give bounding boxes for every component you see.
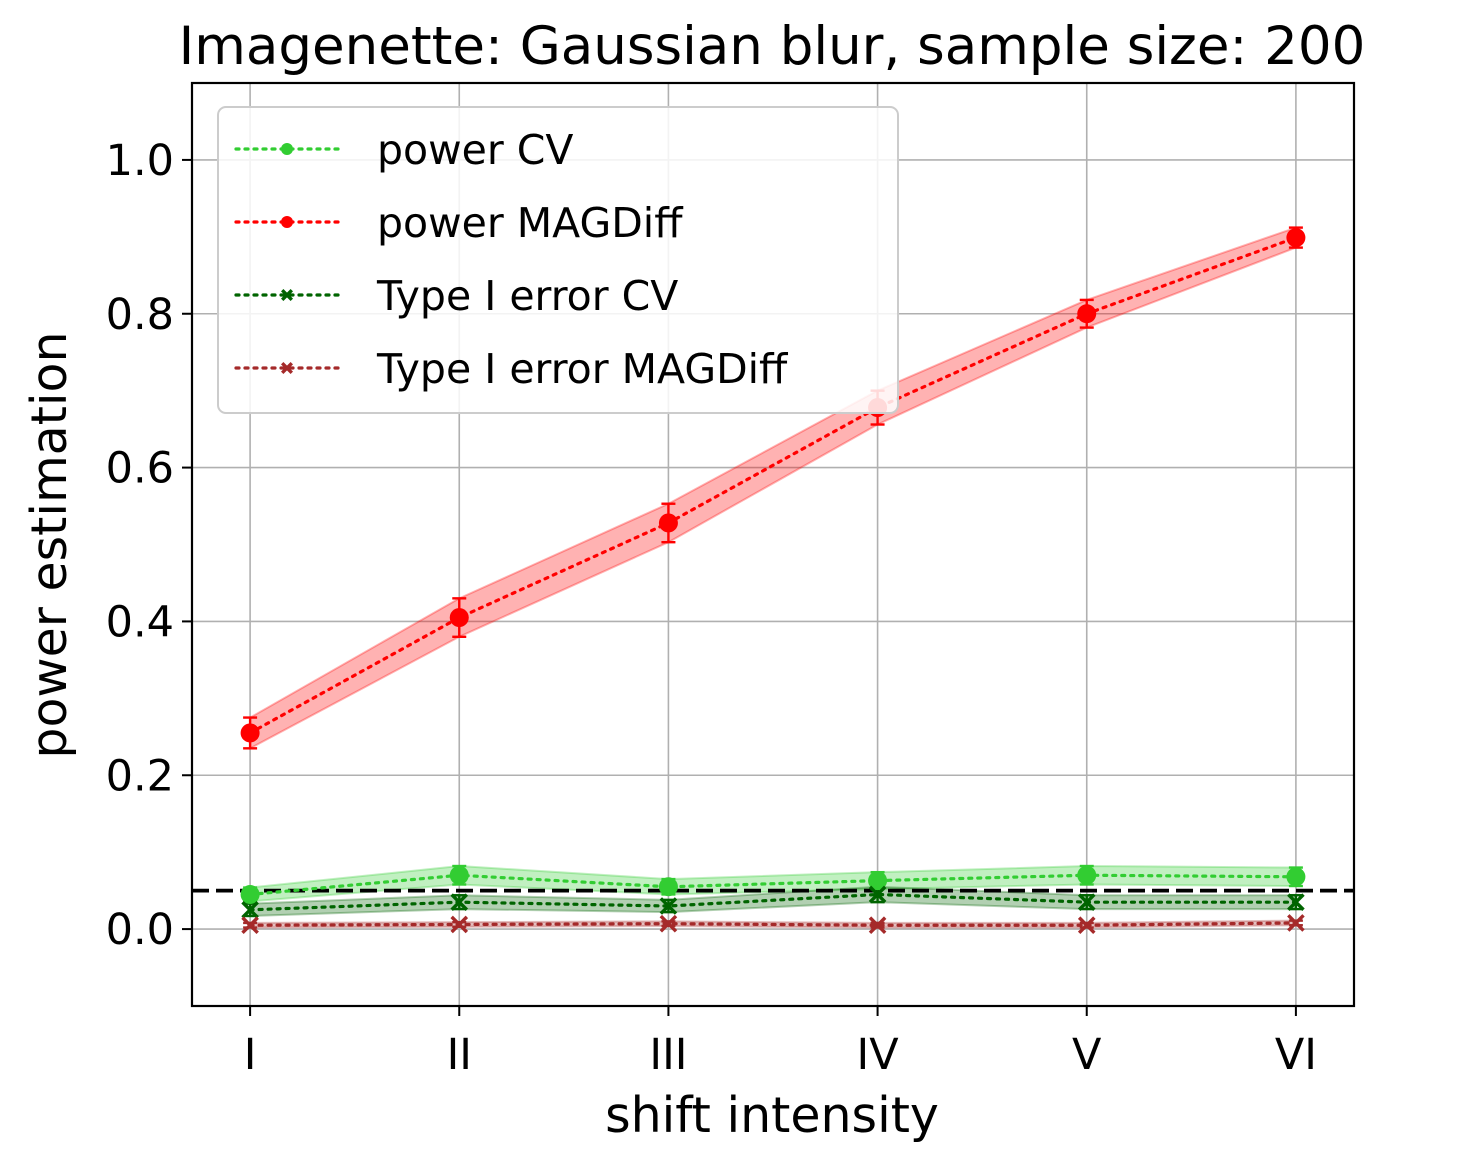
- legend-label: Type I error CV: [376, 272, 678, 320]
- data-point: [1287, 914, 1305, 932]
- x-tick-label: I: [244, 1030, 257, 1080]
- data-point: [280, 288, 294, 302]
- y-tick-label: 0.4: [106, 597, 174, 647]
- y-tick-label: 0.0: [106, 905, 174, 955]
- x-axis-ticks: I II III IV V VI: [244, 1006, 1317, 1080]
- marker-stroke: [1077, 916, 1096, 935]
- marker-stroke: [280, 361, 294, 375]
- marker-stroke: [868, 885, 887, 904]
- y-axis-label: power estimation: [21, 331, 78, 758]
- y-tick-label: 0.6: [106, 444, 174, 494]
- x-tick-label: VI: [1275, 1030, 1317, 1080]
- data-point: [868, 916, 887, 935]
- data-point: [241, 901, 259, 919]
- marker-stroke: [450, 893, 469, 911]
- x-axis-label: shift intensity: [605, 1087, 939, 1144]
- marker-stroke: [868, 916, 887, 935]
- marker-stroke: [659, 914, 678, 933]
- data-point: [658, 877, 678, 897]
- data-point: [449, 865, 469, 885]
- data-point: [1286, 228, 1306, 248]
- x-tick-label: IV: [857, 1030, 900, 1080]
- marker-stroke: [1287, 914, 1305, 932]
- marker-stroke: [659, 897, 678, 915]
- data-point: [1286, 867, 1306, 887]
- data-point: [1287, 893, 1305, 911]
- data-point: [240, 884, 260, 904]
- y-tick-label: 0.8: [106, 290, 174, 340]
- chart-title: Imagenette: Gaussian blur, sample size: …: [179, 16, 1366, 77]
- series-line: [248, 873, 1298, 897]
- plot-area-frame: [190, 81, 1356, 1008]
- data-markers: [240, 228, 1306, 935]
- data-point: [1077, 865, 1097, 885]
- data-point: [241, 916, 259, 935]
- series-lines: [248, 236, 1298, 927]
- data-point: [450, 915, 469, 934]
- data-point: [868, 885, 887, 904]
- series-line: [248, 921, 1298, 927]
- legend: power CV power MAGDiff Type I error CV Type…: [217, 106, 899, 414]
- data-point: [1077, 893, 1096, 911]
- series-line: [248, 236, 1298, 735]
- data-point: [281, 216, 293, 228]
- x-tick-label: V: [1072, 1030, 1102, 1080]
- marker-stroke: [1077, 893, 1096, 911]
- series-line: [248, 892, 1298, 912]
- y-tick-label: 1.0: [106, 136, 174, 186]
- data-point: [658, 513, 678, 533]
- legend-label: power MAGDiff: [377, 199, 684, 247]
- legend-box: [217, 106, 899, 414]
- y-axis-ticks: 0.0 0.2 0.4 0.6 0.8 1.0: [106, 136, 192, 955]
- data-point: [1077, 304, 1097, 324]
- legend-label: Type I error MAGDiff: [376, 345, 789, 393]
- data-point: [868, 871, 888, 891]
- marker-stroke: [450, 915, 469, 934]
- marker-stroke: [280, 288, 294, 302]
- data-point: [1077, 916, 1096, 935]
- data-point: [280, 361, 294, 375]
- marker-stroke: [241, 916, 259, 935]
- marker-stroke: [1287, 893, 1305, 911]
- data-point: [240, 723, 260, 743]
- data-point: [659, 914, 678, 933]
- data-point: [449, 608, 469, 628]
- data-point: [281, 143, 293, 155]
- data-point: [659, 897, 678, 915]
- legend-label: power CV: [377, 126, 573, 174]
- marker-stroke: [241, 901, 259, 919]
- y-tick-label: 0.2: [106, 751, 174, 801]
- data-point: [450, 893, 469, 911]
- x-tick-label: III: [649, 1030, 687, 1080]
- x-tick-label: II: [447, 1030, 472, 1080]
